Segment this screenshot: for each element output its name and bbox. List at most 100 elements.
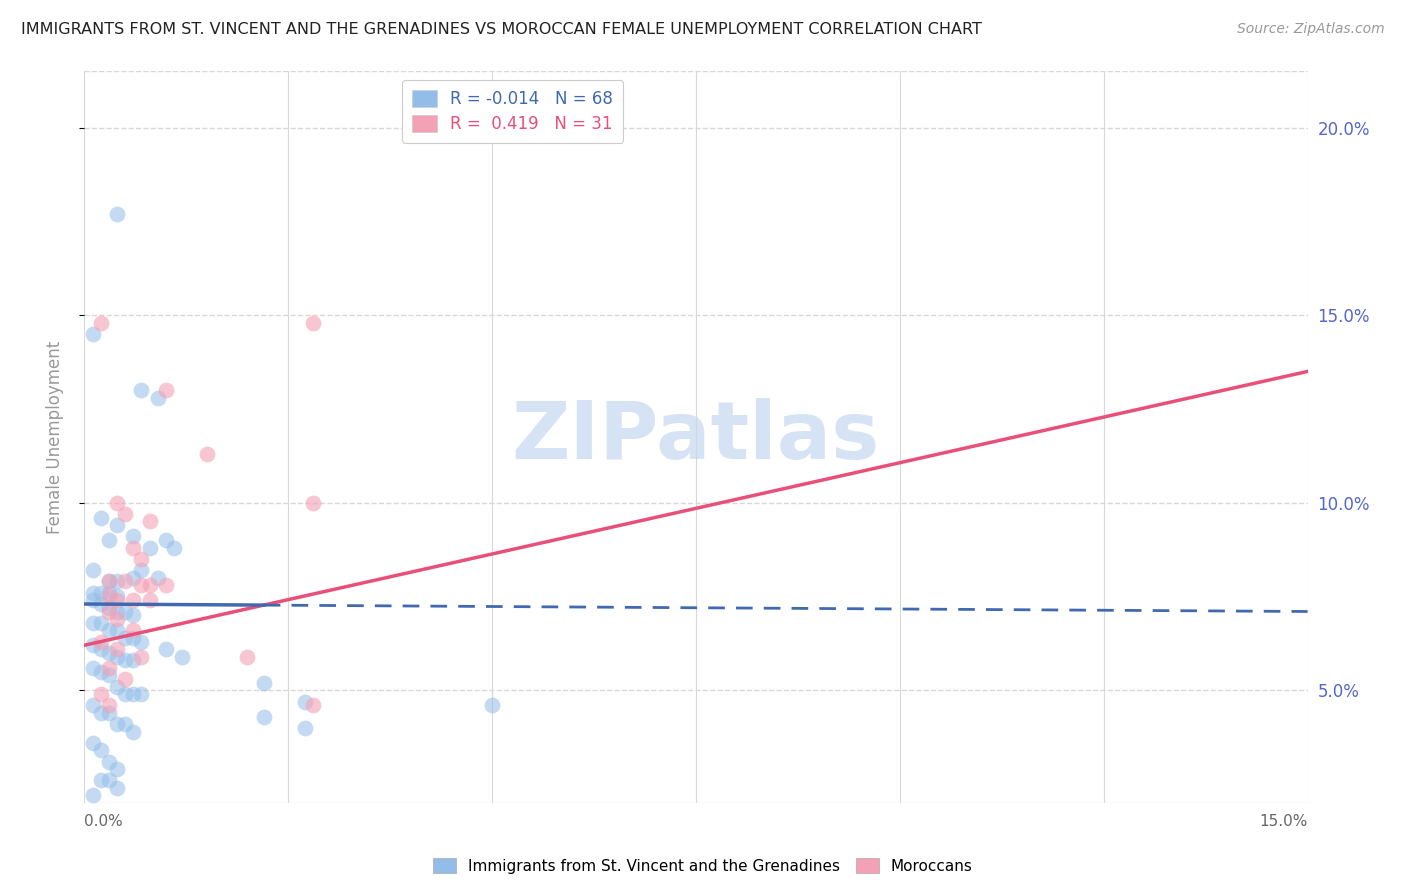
Point	[97, 646, 120, 660]
Point	[97, 600, 120, 615]
Point	[253, 675, 276, 690]
Point	[105, 574, 128, 589]
Point	[82, 789, 104, 803]
Point	[122, 608, 145, 623]
Point	[253, 709, 276, 723]
Point	[236, 649, 259, 664]
Point	[114, 653, 136, 667]
Legend: R = -0.014   N = 68, R =  0.419   N = 31: R = -0.014 N = 68, R = 0.419 N = 31	[402, 79, 623, 143]
Point	[122, 624, 145, 638]
Text: 15.0%: 15.0%	[1260, 814, 1308, 829]
Text: IMMIGRANTS FROM ST. VINCENT AND THE GRENADINES VS MOROCCAN FEMALE UNEMPLOYMENT C: IMMIGRANTS FROM ST. VINCENT AND THE GREN…	[21, 22, 981, 37]
Point	[122, 593, 145, 607]
Point	[294, 721, 316, 735]
Point	[155, 533, 177, 548]
Point	[122, 653, 145, 667]
Point	[122, 687, 145, 701]
Point	[90, 665, 112, 679]
Point	[82, 593, 104, 607]
Point	[105, 717, 128, 731]
Point	[105, 612, 128, 626]
Point	[195, 447, 218, 461]
Point	[114, 574, 136, 589]
Point	[131, 552, 153, 566]
Point	[131, 649, 153, 664]
Point	[82, 586, 104, 600]
Point	[82, 661, 104, 675]
Point	[97, 661, 120, 675]
Point	[90, 743, 112, 757]
Legend: Immigrants from St. Vincent and the Grenadines, Moroccans: Immigrants from St. Vincent and the Gren…	[427, 852, 979, 880]
Point	[105, 649, 128, 664]
Point	[105, 762, 128, 776]
Point	[114, 507, 136, 521]
Point	[82, 326, 104, 341]
Point	[131, 383, 153, 397]
Point	[122, 724, 145, 739]
Point	[82, 736, 104, 750]
Point	[122, 571, 145, 585]
Point	[122, 541, 145, 555]
Point	[163, 541, 186, 555]
Point	[105, 590, 128, 604]
Point	[97, 755, 120, 769]
Point	[82, 563, 104, 577]
Point	[131, 563, 153, 577]
Point	[90, 687, 112, 701]
Point	[105, 496, 128, 510]
Text: 0.0%: 0.0%	[84, 814, 124, 829]
Text: ZIPatlas: ZIPatlas	[512, 398, 880, 476]
Point	[155, 383, 177, 397]
Point	[131, 687, 153, 701]
Point	[155, 642, 177, 657]
Point	[90, 597, 112, 611]
Point	[97, 668, 120, 682]
Point	[138, 578, 160, 592]
Point	[82, 615, 104, 630]
Point	[90, 773, 112, 788]
Point	[82, 638, 104, 652]
Point	[114, 605, 136, 619]
Point	[114, 631, 136, 645]
Point	[97, 533, 120, 548]
Point	[97, 706, 120, 720]
Point	[105, 207, 128, 221]
Point	[97, 624, 120, 638]
Point	[301, 496, 323, 510]
Point	[97, 698, 120, 713]
Point	[122, 529, 145, 543]
Point	[114, 717, 136, 731]
Point	[146, 571, 169, 585]
Point	[97, 586, 120, 600]
Point	[301, 316, 323, 330]
Point	[481, 698, 503, 713]
Point	[105, 642, 128, 657]
Point	[105, 518, 128, 533]
Point	[114, 672, 136, 686]
Point	[90, 642, 112, 657]
Point	[138, 541, 160, 555]
Point	[131, 634, 153, 648]
Point	[105, 624, 128, 638]
Point	[90, 586, 112, 600]
Y-axis label: Female Unemployment: Female Unemployment	[45, 341, 63, 533]
Point	[105, 593, 128, 607]
Point	[114, 687, 136, 701]
Point	[131, 578, 153, 592]
Point	[90, 615, 112, 630]
Point	[294, 694, 316, 708]
Point	[97, 605, 120, 619]
Point	[138, 515, 160, 529]
Point	[146, 391, 169, 405]
Point	[97, 590, 120, 604]
Point	[172, 649, 194, 664]
Point	[301, 698, 323, 713]
Point	[138, 593, 160, 607]
Point	[122, 631, 145, 645]
Point	[97, 574, 120, 589]
Point	[90, 634, 112, 648]
Point	[97, 574, 120, 589]
Point	[97, 773, 120, 788]
Point	[90, 510, 112, 524]
Point	[105, 680, 128, 694]
